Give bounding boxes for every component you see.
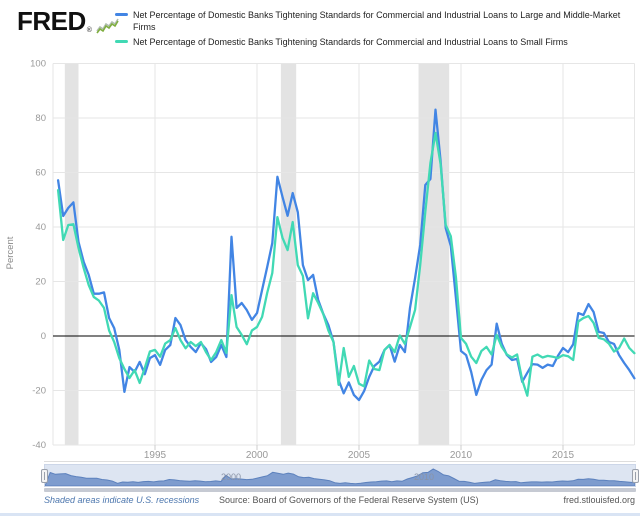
y-tick-label: 20 — [35, 276, 46, 287]
legend-item-small[interactable]: Net Percentage of Domestic Banks Tighten… — [115, 36, 627, 48]
x-tick-label: 2010 — [450, 450, 473, 461]
navigator-handle-right[interactable] — [632, 469, 639, 483]
range-navigator[interactable]: 2000 2010 — [41, 464, 639, 487]
fred-site-link[interactable]: fred.stlouisfed.org — [563, 495, 635, 505]
y-tick-label: 40 — [35, 222, 46, 233]
y-tick-label: 100 — [30, 58, 46, 69]
registered-mark: ® — [86, 27, 92, 34]
navigator-area — [45, 468, 635, 486]
fred-sparkline-icon — [96, 18, 120, 34]
series-line-large-mid — [56, 108, 636, 402]
recession-note-link[interactable]: Shaded areas indicate U.S. recessions — [44, 495, 200, 505]
fred-wordmark: FRED — [17, 6, 86, 36]
recession-band — [280, 63, 297, 446]
y-tick-label: 60 — [35, 167, 46, 178]
legend-item-large-mid[interactable]: Net Percentage of Domestic Banks Tighten… — [115, 9, 627, 33]
navigator-area-chart[interactable] — [45, 465, 635, 486]
x-tick-label: 2005 — [348, 450, 371, 461]
footer: Shaded areas indicate U.S. recessions So… — [0, 495, 640, 509]
plot-area[interactable]: 100 80 60 40 20 0 -20 -40 1995 2000 2005 2010 2015 Pe… — [0, 0, 640, 462]
recession-band — [64, 63, 79, 446]
fred-logo[interactable]: FRED ® — [17, 6, 120, 37]
navigator-scrollbar[interactable] — [44, 488, 636, 492]
legend-marker-large-mid — [115, 13, 128, 16]
navigator-handle-left[interactable] — [41, 469, 48, 483]
y-axis-title: Percent — [5, 236, 16, 269]
legend-label-large-mid: Net Percentage of Domestic Banks Tighten… — [133, 10, 621, 32]
y-tick-label: -40 — [32, 440, 46, 451]
legend: Net Percentage of Domestic Banks Tighten… — [115, 9, 627, 51]
y-tick-label: 0 — [41, 331, 46, 342]
source-text: Source: Board of Governors of the Federa… — [219, 495, 479, 505]
legend-marker-small — [115, 40, 128, 43]
series-line-small — [56, 131, 636, 397]
navigator-label-2000: 2000 — [221, 472, 242, 482]
navigator-label-2010: 2010 — [414, 472, 435, 482]
y-tick-label: -20 — [32, 386, 46, 397]
y-tick-label: 80 — [35, 113, 46, 124]
legend-label-small: Net Percentage of Domestic Banks Tighten… — [133, 37, 568, 47]
x-tick-label: 2015 — [552, 450, 575, 461]
bottom-border — [0, 513, 640, 516]
x-tick-label: 1995 — [144, 450, 167, 461]
x-tick-label: 2000 — [246, 450, 269, 461]
